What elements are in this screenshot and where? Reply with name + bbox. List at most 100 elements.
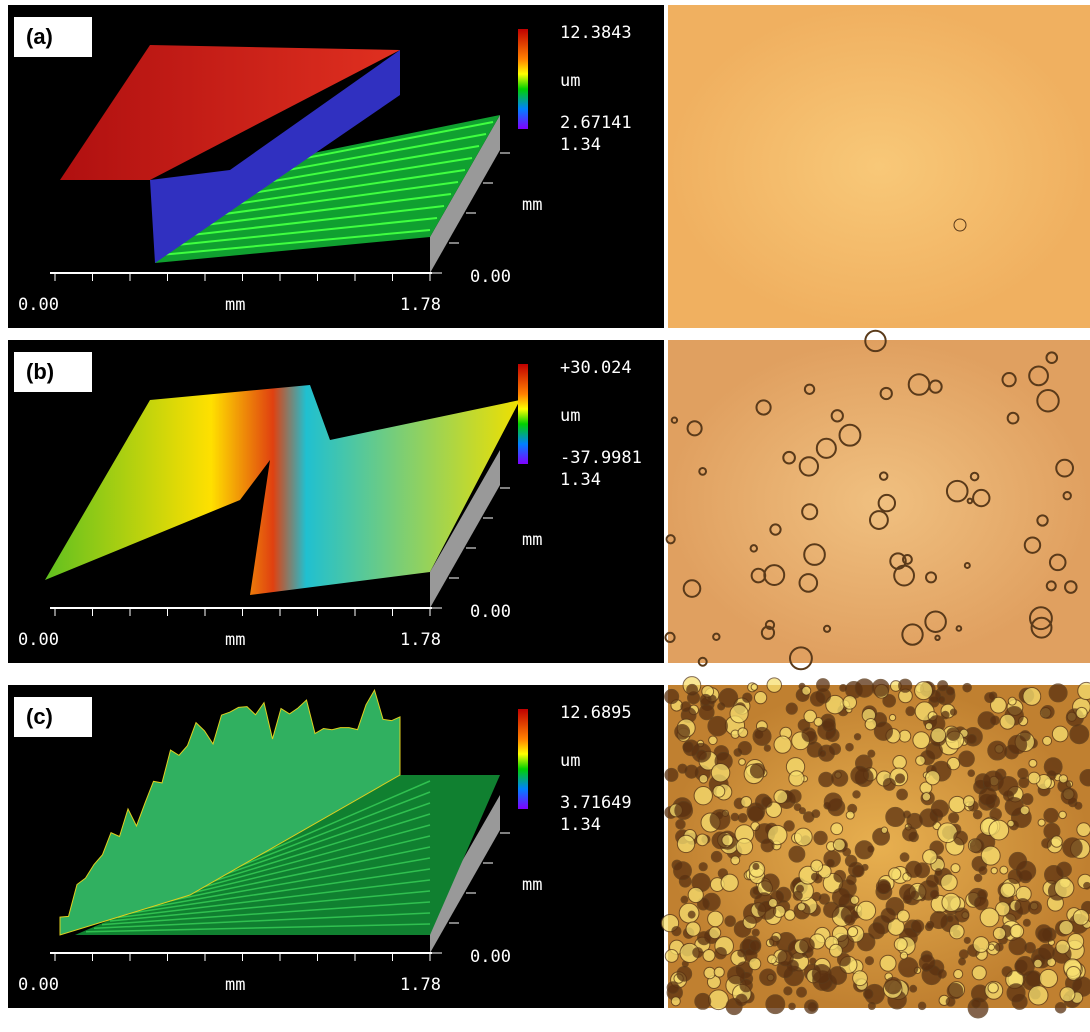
particle — [711, 764, 729, 782]
particle — [926, 875, 938, 887]
particle — [1038, 928, 1052, 942]
particle — [748, 806, 764, 822]
particle — [789, 1003, 796, 1010]
particle — [768, 955, 777, 964]
particle — [1042, 839, 1051, 848]
particle — [951, 864, 960, 873]
particle — [889, 714, 895, 720]
particle — [789, 846, 805, 862]
particle — [711, 851, 722, 862]
y-axis-min: 0.00 — [470, 602, 511, 622]
particle — [1039, 969, 1057, 987]
particle — [750, 763, 765, 778]
x-axis-min: 0.00 — [18, 295, 59, 315]
particle — [1019, 778, 1029, 788]
particle — [739, 759, 746, 766]
particle — [688, 887, 703, 902]
particle — [824, 793, 842, 811]
particle — [885, 977, 901, 993]
particle — [926, 771, 940, 785]
particle — [906, 707, 915, 716]
particle — [699, 775, 708, 784]
particle — [800, 938, 815, 953]
colorbar — [518, 29, 528, 129]
particle — [967, 734, 976, 743]
particle — [1059, 921, 1073, 935]
particle — [832, 770, 848, 786]
particle — [827, 859, 834, 866]
particle — [959, 751, 975, 767]
particle — [991, 716, 1000, 725]
particle — [672, 927, 681, 936]
particle — [766, 995, 785, 1014]
particle — [1044, 808, 1058, 822]
particle — [899, 679, 912, 692]
particle — [829, 967, 847, 985]
particle — [840, 685, 847, 692]
particle — [993, 927, 1005, 939]
particle — [1023, 688, 1041, 706]
particle — [736, 994, 747, 1005]
particle — [710, 810, 730, 830]
particle — [774, 790, 788, 804]
particle — [1038, 819, 1045, 826]
particle — [880, 955, 896, 971]
particle — [731, 813, 739, 821]
particle — [1020, 806, 1029, 815]
particle — [819, 772, 834, 787]
particle — [1049, 684, 1067, 702]
particle — [674, 862, 692, 880]
particle — [699, 863, 707, 871]
particle — [675, 802, 693, 820]
x-axis-max: 1.78 — [400, 975, 441, 995]
particle — [1073, 909, 1089, 925]
particle — [1029, 986, 1048, 1005]
particle — [981, 846, 1000, 865]
particle — [708, 911, 724, 927]
particle — [1051, 836, 1062, 847]
particle — [683, 742, 693, 752]
particle — [1061, 788, 1077, 804]
particle — [865, 957, 873, 965]
particle — [931, 800, 948, 817]
particle — [899, 958, 918, 977]
particle — [1060, 987, 1075, 1002]
particle — [764, 745, 770, 751]
panel-label: (b) — [26, 359, 54, 384]
particle — [876, 880, 890, 894]
particle — [1075, 802, 1082, 809]
particle — [1008, 820, 1015, 827]
colorbar-min: -37.9981 — [560, 448, 642, 468]
particle — [995, 943, 1003, 951]
particle — [931, 728, 946, 743]
particle — [774, 736, 791, 753]
particle — [1010, 924, 1023, 937]
particle — [814, 717, 823, 726]
particle — [919, 955, 935, 971]
particle — [677, 966, 692, 981]
particle — [1055, 1002, 1066, 1013]
particle — [1052, 726, 1068, 742]
particle — [850, 896, 858, 904]
particle — [975, 896, 988, 909]
particle — [845, 915, 855, 925]
particle — [1018, 768, 1028, 778]
particle — [954, 970, 963, 979]
particle — [1009, 937, 1026, 954]
particle — [1000, 866, 1008, 874]
particle — [1056, 940, 1070, 954]
colorbar-min: 2.67141 — [560, 113, 632, 133]
particle — [941, 874, 958, 891]
particle — [761, 839, 774, 852]
particle — [1043, 736, 1052, 745]
particle — [1009, 852, 1027, 870]
particle — [853, 791, 860, 798]
particle — [752, 929, 759, 936]
particle — [972, 999, 981, 1008]
particle — [968, 770, 975, 777]
particle — [990, 808, 1002, 820]
micrograph — [668, 5, 1090, 328]
particle — [802, 686, 811, 695]
particle — [979, 867, 987, 875]
particle — [830, 944, 843, 957]
